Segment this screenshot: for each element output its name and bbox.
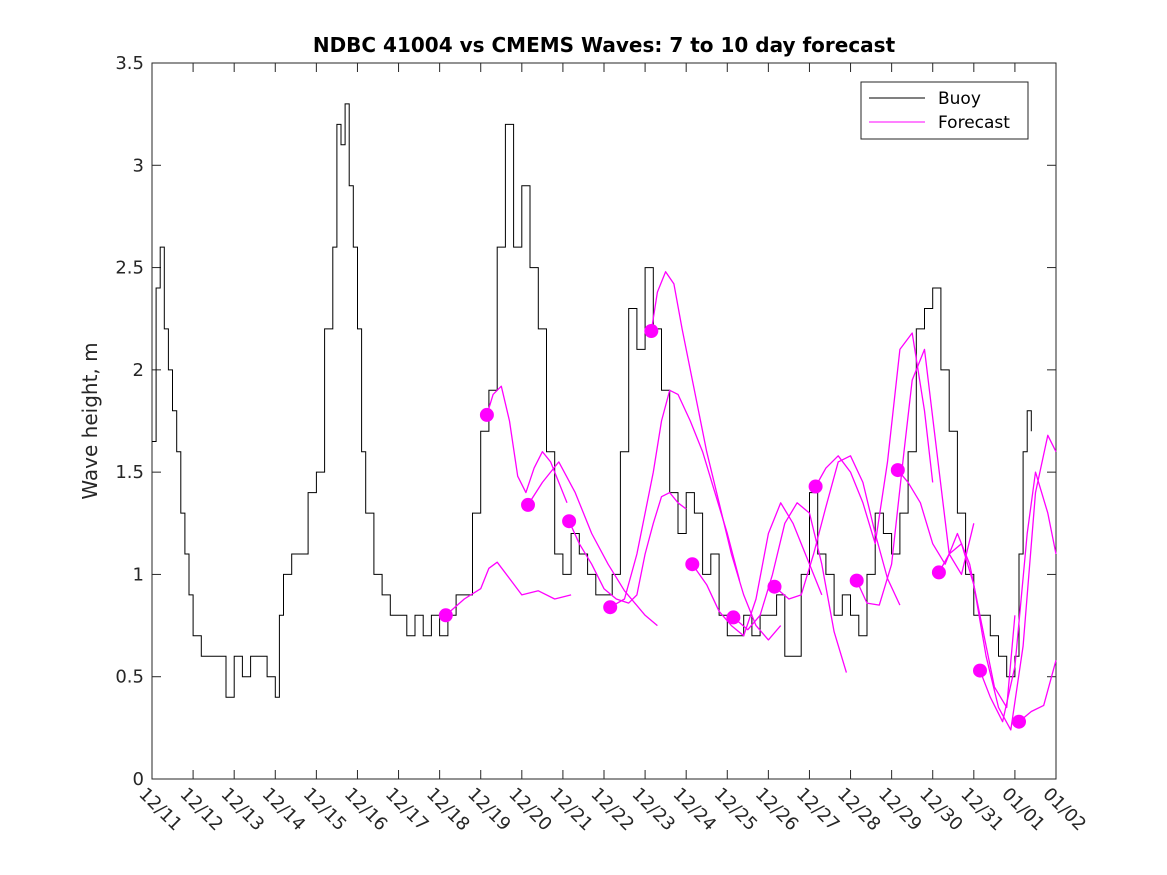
forecast-marker [603,600,618,615]
legend: Buoy Forecast [860,81,1029,140]
forecast-marker [1012,714,1026,729]
y-tick-label: 0.5 [115,667,144,688]
legend-box [860,81,1029,140]
y-tick-label: 3.5 [115,53,144,74]
forecast-line [650,271,782,641]
forecast-marker [973,663,987,678]
forecast-line [609,389,741,608]
series-group [152,103,1057,731]
legend-label-forecast: Forecast [938,113,1010,133]
forecast-line [979,471,1057,723]
chart-title: NDBC 41004 vs CMEMS Waves: 7 to 10 day f… [313,33,896,57]
forecast-marker [931,565,946,580]
forecast-marker [890,463,905,478]
forecast-line [856,348,975,606]
forecast-marker [767,579,782,594]
forecast-line [568,491,687,604]
forecast-line [938,434,1057,731]
forecast-marker [849,573,864,588]
y-tick-label: 0 [133,769,144,790]
y-axis-label: Wave height, m [78,342,102,499]
forecast-line [815,332,934,545]
buoy-line [152,103,1032,698]
forecast-marker [726,610,741,625]
forecast-marker [521,497,535,512]
forecast-line [1018,660,1057,723]
y-tick-label: 2 [133,360,144,381]
forecast-line [732,502,848,673]
forecast-line [445,561,572,616]
y-tick-label: 1.5 [115,462,144,483]
y-tick-label: 2.5 [115,258,144,279]
y-tick-label: 1 [133,564,144,585]
forecast-marker [438,608,453,623]
forecast-marker [562,514,577,529]
markers-group [438,324,1026,729]
forecast-marker [479,407,494,422]
y-tick-label: 3 [133,155,144,176]
forecast-line [527,461,658,627]
forecast-line [774,455,901,606]
forecast-marker [685,557,700,572]
forecast-marker [808,479,823,494]
forecast-line [691,502,823,637]
forecast-line [897,469,1016,709]
axes-group [151,62,1057,780]
legend-label-buoy: Buoy [938,89,981,109]
forecast-marker [644,324,659,338]
